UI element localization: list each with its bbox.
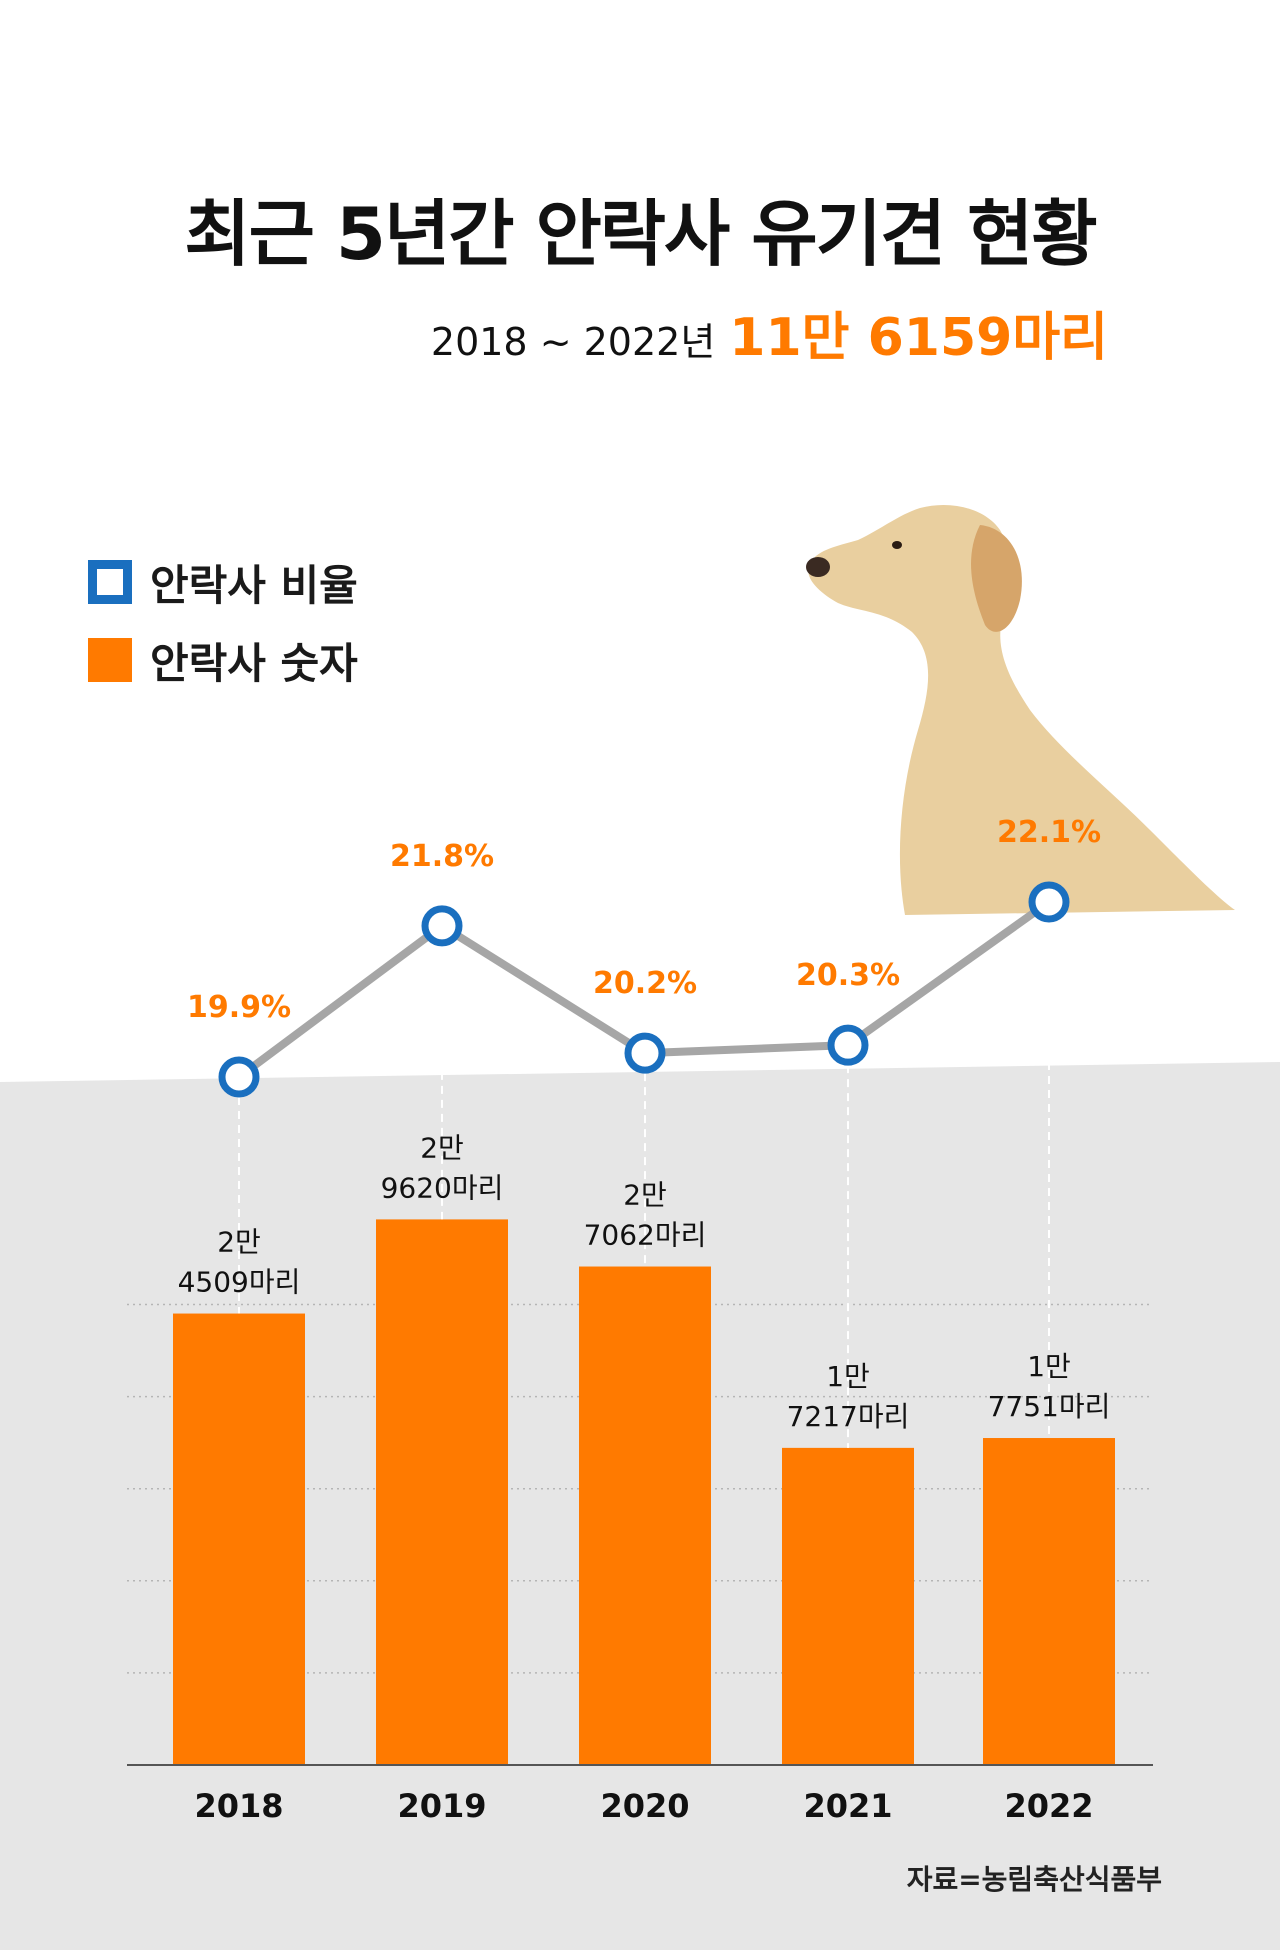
- legend-item-count: 안락사 숫자: [88, 630, 358, 690]
- rate-label-2018: 19.9%: [187, 990, 291, 1025]
- legend-item-rate: 안락사 비율: [88, 552, 358, 612]
- x-tick-2018: 2018: [194, 1787, 283, 1825]
- bar-2019: [376, 1219, 508, 1765]
- page-title: 최근 5년간 안락사 유기견 현황: [184, 192, 1097, 276]
- legend: 안락사 비율 안락사 숫자: [88, 552, 358, 708]
- value-label-line1-2022: 1만: [1027, 1350, 1071, 1383]
- legend-label-rate: 안락사 비율: [150, 560, 358, 610]
- rate-marker-2021: [827, 1024, 869, 1066]
- rate-label-2020: 20.2%: [593, 966, 697, 1001]
- value-label-line1-2019: 2만: [420, 1131, 464, 1164]
- subtitle-period: 2018 ~ 2022년: [430, 320, 716, 364]
- x-tick-2022: 2022: [1004, 1787, 1093, 1825]
- value-label-line1-2020: 2만: [623, 1179, 667, 1212]
- bar-2018: [173, 1313, 305, 1765]
- value-label-line2-2019: 9620마리: [381, 1171, 504, 1204]
- x-tick-2020: 2020: [600, 1787, 689, 1825]
- subtitle: 2018 ~ 2022년 11만 6159마리: [431, 295, 1108, 370]
- x-tick-2019: 2019: [397, 1787, 486, 1825]
- rate-label-2019: 21.8%: [390, 839, 494, 874]
- rate-label-2022: 22.1%: [997, 815, 1101, 850]
- rate-label-2021: 20.3%: [796, 958, 900, 993]
- legend-label-count: 안락사 숫자: [150, 638, 358, 688]
- source-note: 자료=농림축산식품부: [906, 1863, 1162, 1896]
- bar-2022: [983, 1438, 1115, 1765]
- bar-2021: [782, 1447, 914, 1765]
- rate-marker-2022: [1028, 881, 1070, 923]
- dog-illustration: [806, 504, 1235, 915]
- subtitle-total: 11만 6159마리: [729, 308, 1108, 368]
- value-label-line1-2021: 1만: [826, 1360, 870, 1393]
- value-label-line2-2022: 7751마리: [988, 1390, 1111, 1423]
- rate-marker-2018: [218, 1056, 260, 1098]
- bar-2020: [579, 1266, 711, 1765]
- rate-marker-2020: [624, 1032, 666, 1074]
- value-label-line2-2021: 7217마리: [787, 1400, 910, 1433]
- value-label-line2-2018: 4509마리: [178, 1266, 301, 1299]
- value-label-line2-2020: 7062마리: [584, 1219, 707, 1252]
- value-label-line1-2018: 2만: [217, 1226, 261, 1259]
- x-tick-2021: 2021: [803, 1787, 892, 1825]
- square-outline-icon: [88, 560, 132, 604]
- square-filled-icon: [88, 638, 132, 682]
- rate-marker-2019: [421, 905, 463, 947]
